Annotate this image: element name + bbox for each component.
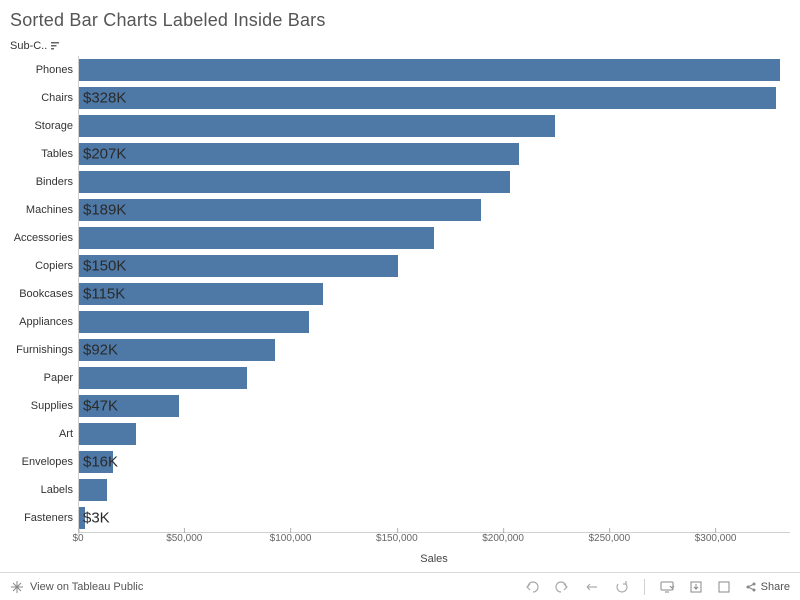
bar-row: Appliances (79, 308, 790, 336)
bar[interactable] (79, 479, 107, 501)
tableau-toolbar: View on Tableau Public Share (0, 572, 800, 600)
bar[interactable] (79, 367, 247, 389)
bar-value-label: $115K (83, 286, 125, 303)
bars-container: PhonesChairs$328KStorageTables$207KBinde… (79, 56, 790, 532)
sort-descending-icon (51, 42, 62, 51)
bar[interactable]: $150K (79, 255, 398, 277)
x-axis-tick: $100,000 (270, 533, 312, 544)
revert-icon[interactable] (584, 580, 600, 594)
device-icon[interactable] (659, 580, 675, 594)
chart-plot-area: PhonesChairs$328KStorageTables$207KBinde… (78, 56, 790, 534)
bar-category-label: Art (59, 428, 79, 440)
chart-title: Sorted Bar Charts Labeled Inside Bars (0, 0, 800, 31)
bar-category-label: Fasteners (24, 512, 79, 524)
download-icon[interactable] (689, 580, 703, 594)
bar-category-label: Storage (34, 120, 79, 132)
bar[interactable]: $3K (79, 507, 85, 529)
x-axis-label: Sales (78, 553, 790, 565)
bar-row: Supplies$47K (79, 392, 790, 420)
bar-row: Tables$207K (79, 140, 790, 168)
redo-icon[interactable] (554, 580, 570, 594)
bar-value-label: $92K (83, 342, 118, 359)
bar-row: Furnishings$92K (79, 336, 790, 364)
bar-row: Fasteners$3K (79, 504, 790, 532)
toolbar-right: Share (524, 579, 790, 595)
bar[interactable] (79, 423, 136, 445)
x-axis-tick: $200,000 (482, 533, 524, 544)
bar[interactable]: $92K (79, 339, 275, 361)
bar-value-label: $207K (83, 146, 126, 163)
view-on-tableau-link[interactable]: View on Tableau Public (30, 581, 143, 593)
bar-value-label: $150K (83, 258, 126, 275)
tableau-logo-icon (10, 580, 24, 594)
refresh-icon[interactable] (614, 580, 630, 594)
bar[interactable]: $328K (79, 87, 776, 109)
toolbar-left: View on Tableau Public (10, 580, 143, 594)
bar[interactable] (79, 171, 510, 193)
bar[interactable] (79, 59, 780, 81)
bar[interactable] (79, 227, 434, 249)
toolbar-separator (644, 579, 645, 595)
y-axis-header: Sub-C.. (10, 40, 62, 52)
bar-value-label: $16K (83, 454, 118, 471)
x-axis-tick: $50,000 (166, 533, 202, 544)
bar-value-label: $328K (83, 90, 126, 107)
bar-category-label: Phones (36, 64, 79, 76)
bar[interactable] (79, 311, 309, 333)
fullscreen-icon[interactable] (717, 580, 731, 594)
bar-category-label: Appliances (19, 316, 79, 328)
x-axis-tick: $300,000 (695, 533, 737, 544)
bar-category-label: Binders (36, 176, 79, 188)
bar-category-label: Furnishings (16, 344, 79, 356)
bar-row: Accessories (79, 224, 790, 252)
bar-row: Bookcases$115K (79, 280, 790, 308)
bar-category-label: Supplies (31, 400, 79, 412)
bar[interactable] (79, 115, 555, 137)
bar-category-label: Bookcases (19, 288, 79, 300)
y-axis-header-label: Sub-C.. (10, 40, 47, 52)
x-axis-tick: $150,000 (376, 533, 418, 544)
bar-row: Phones (79, 56, 790, 84)
bar-category-label: Accessories (14, 232, 79, 244)
bar-row: Copiers$150K (79, 252, 790, 280)
bar-row: Labels (79, 476, 790, 504)
share-label: Share (761, 581, 790, 593)
bar-row: Paper (79, 364, 790, 392)
bar-category-label: Chairs (41, 92, 79, 104)
x-axis-ticks: $0$50,000$100,000$150,000$200,000$250,00… (78, 533, 790, 551)
bar-category-label: Labels (41, 484, 79, 496)
bar-category-label: Machines (26, 204, 79, 216)
bar-row: Binders (79, 168, 790, 196)
bar-value-label: $189K (83, 202, 126, 219)
share-button[interactable]: Share (745, 581, 790, 593)
bar[interactable]: $47K (79, 395, 179, 417)
x-axis-tick: $0 (72, 533, 83, 544)
bar-row: Envelopes$16K (79, 448, 790, 476)
bar[interactable]: $16K (79, 451, 113, 473)
x-axis: $0$50,000$100,000$150,000$200,000$250,00… (78, 532, 790, 565)
bar-category-label: Copiers (35, 260, 79, 272)
bar-row: Chairs$328K (79, 84, 790, 112)
bar[interactable]: $189K (79, 199, 481, 221)
undo-icon[interactable] (524, 580, 540, 594)
bar-row: Machines$189K (79, 196, 790, 224)
bar-category-label: Tables (41, 148, 79, 160)
bar[interactable]: $207K (79, 143, 519, 165)
bar-value-label: $3K (83, 510, 110, 527)
bar[interactable]: $115K (79, 283, 323, 305)
x-axis-tick: $250,000 (588, 533, 630, 544)
bar-category-label: Envelopes (22, 456, 79, 468)
bar-row: Storage (79, 112, 790, 140)
bar-category-label: Paper (44, 372, 79, 384)
bar-value-label: $47K (83, 398, 118, 415)
bar-row: Art (79, 420, 790, 448)
